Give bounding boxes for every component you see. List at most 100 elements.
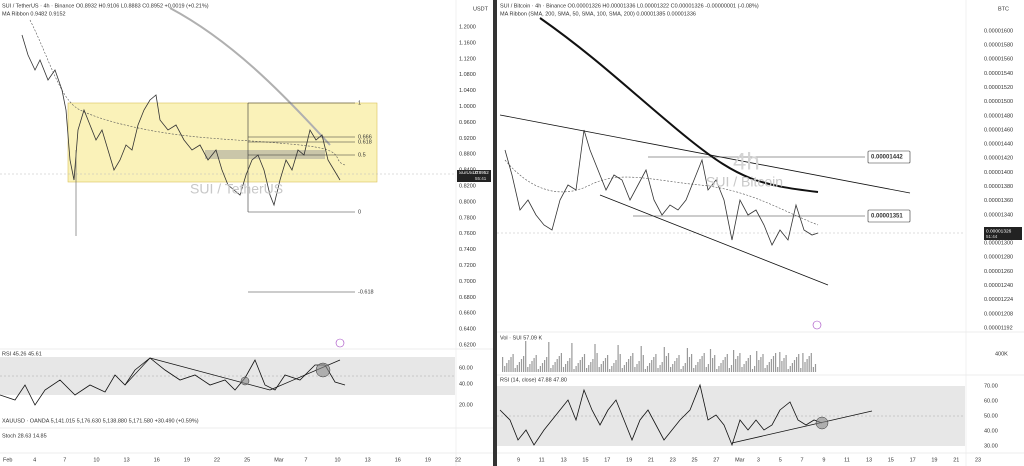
volume-bar — [665, 356, 667, 372]
volume-bar — [661, 362, 663, 372]
volume-bar — [581, 357, 583, 372]
volume-bar — [793, 360, 796, 372]
volume-label: 400K — [995, 351, 1008, 357]
trend-line — [269, 359, 341, 391]
volume-bar — [789, 366, 791, 372]
rsi-label: 70.00 — [984, 383, 998, 389]
volume-bar — [621, 368, 623, 372]
price-label: 1.1200 — [459, 56, 476, 62]
volume-bar — [565, 364, 567, 372]
volume-bar — [726, 354, 728, 372]
volume-bar — [588, 365, 590, 372]
watermark: SUI / TetherUS — [190, 181, 283, 197]
price-label: 0.00001360 — [984, 198, 1013, 204]
rsi-label: 30.00 — [984, 443, 998, 449]
volume-bar — [783, 358, 785, 372]
volume-bar — [640, 346, 642, 372]
rsi-line — [499, 383, 823, 447]
event-marker[interactable] — [335, 338, 345, 348]
volume-bar — [735, 359, 737, 372]
right-currency: BTC — [998, 6, 1009, 12]
event-marker[interactable] — [812, 320, 822, 330]
volume-bar — [688, 357, 691, 372]
volume-bar — [630, 356, 632, 372]
x-label: 5 — [779, 457, 782, 463]
volume-bar — [514, 368, 516, 372]
volume-bar — [642, 355, 644, 372]
ma-50 — [504, 159, 819, 226]
volume-bar — [775, 353, 777, 372]
volume-bar — [531, 361, 533, 372]
x-label: 22 — [455, 457, 461, 463]
volume-bar — [751, 369, 754, 372]
price-label: 0.00001192 — [984, 325, 1013, 331]
volume-bar — [596, 353, 598, 372]
x-label: 13 — [866, 457, 872, 463]
volume-bar — [733, 350, 735, 372]
volume-bar — [760, 357, 762, 372]
volume-bar — [510, 357, 512, 372]
gold-line: XAUUSD · OANDA 5,141.015 5,176.630 5,138… — [2, 418, 199, 424]
x-label: 23 — [975, 457, 981, 463]
level-label: 0.00001442 — [871, 155, 903, 161]
x-label: 7 — [801, 457, 804, 463]
stoch-line: Stoch 28.63 14.85 — [2, 433, 47, 439]
volume-bar — [598, 367, 600, 372]
volume-bar — [707, 364, 709, 372]
x-label: 25 — [244, 457, 250, 463]
trend-line — [149, 357, 271, 391]
volume-bar — [594, 344, 596, 372]
volume-bar — [619, 354, 621, 372]
volume-bar — [770, 359, 772, 372]
price-label: 0.00001460 — [984, 127, 1013, 133]
volume-bar — [590, 362, 592, 372]
price-label: 0.00001440 — [984, 142, 1013, 148]
volume-bar — [560, 353, 562, 372]
volume-bar — [609, 369, 611, 372]
volume-bar — [586, 368, 588, 372]
volume-bar — [802, 353, 804, 372]
volume-bar — [697, 362, 699, 372]
price-label: 0.6800 — [459, 295, 476, 301]
volume-bar — [657, 368, 659, 372]
watermark: SUI / Bitcoin — [706, 174, 783, 190]
volume-bar — [810, 353, 812, 372]
volume-bar — [663, 347, 665, 372]
price-label: 0.00001240 — [984, 283, 1013, 289]
x-label: 16 — [154, 457, 160, 463]
volume-bar — [814, 364, 817, 372]
price-label: 1.2000 — [459, 24, 476, 30]
volume-bar — [520, 359, 523, 372]
volume-bar — [695, 365, 697, 372]
volume-bar — [772, 356, 775, 372]
level-label: 0.00001351 — [871, 214, 903, 220]
panel-divider — [493, 0, 497, 466]
left-indicator: MA Ribbon 0.9482 0.9152 — [2, 11, 66, 17]
volume-bar — [569, 358, 571, 372]
x-label: 10 — [93, 457, 99, 463]
rsi-label: 60.00 — [459, 365, 473, 371]
x-label: Mar — [274, 457, 284, 463]
price-label: 0.7600 — [459, 231, 476, 237]
highlight — [315, 362, 331, 378]
price-label: 0.00001420 — [984, 156, 1013, 162]
volume-bar — [674, 361, 676, 372]
volume-bar — [567, 361, 569, 372]
volume-bar — [575, 366, 577, 372]
x-label: 27 — [713, 457, 719, 463]
volume-bar — [646, 366, 649, 372]
price-label: 0.9600 — [459, 120, 476, 126]
volume-bar — [739, 353, 741, 372]
volume-bar — [653, 357, 655, 372]
x-label: 19 — [931, 457, 937, 463]
x-label: 13 — [365, 457, 371, 463]
volume-bar — [684, 363, 686, 372]
price-label: 0.00001600 — [984, 28, 1013, 34]
price-tag-price: 0.8952 — [475, 170, 489, 175]
price-label: 1.0000 — [459, 104, 476, 110]
right-indicator: MA Ribbon (SMA, 200, SMA, 50, SMA, 100, … — [500, 11, 696, 17]
volume-bar — [808, 356, 810, 372]
volume-bar — [812, 367, 814, 372]
rsi-label: 20.00 — [459, 402, 473, 408]
price-label: 0.6600 — [459, 311, 476, 317]
